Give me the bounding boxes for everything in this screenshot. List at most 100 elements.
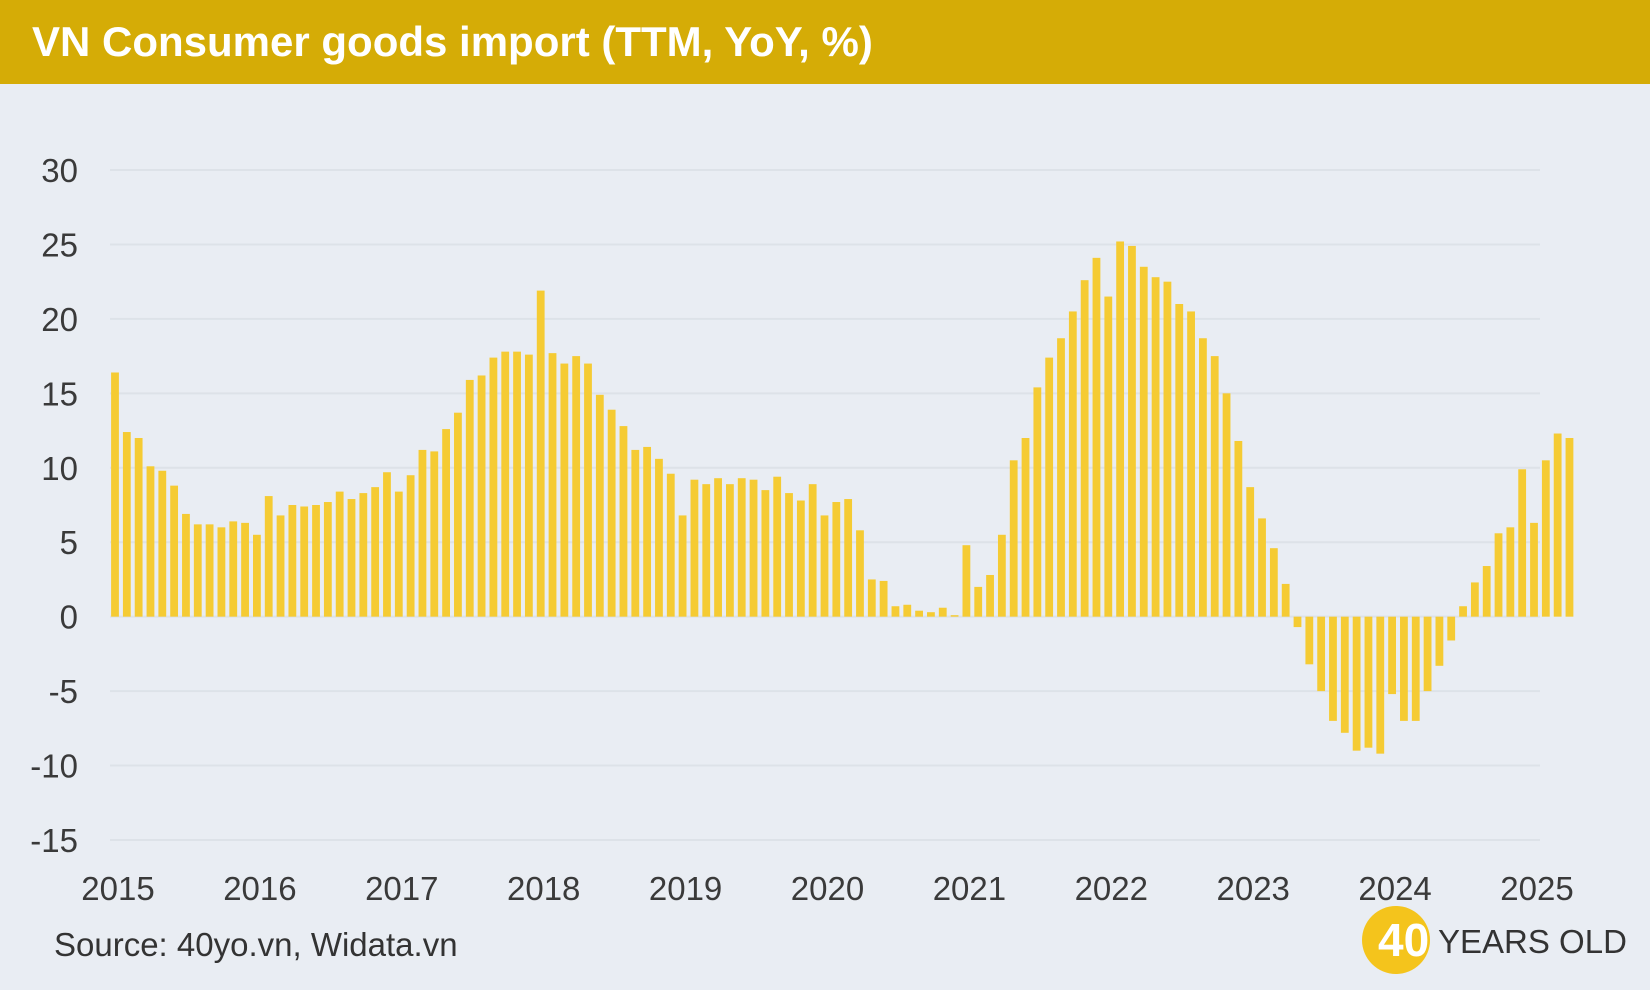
bar — [832, 502, 841, 617]
bar — [761, 490, 770, 617]
bar — [1234, 440, 1243, 617]
bar — [1068, 311, 1077, 617]
y-tick-label: 10 — [41, 450, 78, 487]
bar — [879, 580, 888, 617]
bar — [1553, 433, 1562, 617]
bar — [714, 478, 722, 617]
bar — [1199, 338, 1207, 617]
bar — [524, 354, 533, 617]
title-bar: VN Consumer goods import (TTM, YoY, %) — [0, 0, 1650, 84]
x-tick-label: 2020 — [791, 870, 864, 907]
bar — [1506, 527, 1515, 617]
bar — [1116, 241, 1125, 617]
bar — [111, 372, 119, 617]
y-tick-label: 25 — [41, 226, 78, 263]
y-tick-label: -10 — [30, 748, 78, 785]
bar — [1210, 356, 1219, 617]
bar — [536, 290, 545, 617]
bar — [1281, 583, 1290, 617]
bar — [430, 451, 439, 617]
bar — [1565, 438, 1574, 617]
bar — [1388, 616, 1396, 695]
bar — [1518, 469, 1527, 617]
bar — [1541, 460, 1550, 617]
bar — [182, 513, 190, 617]
bar — [418, 449, 427, 617]
bar — [1009, 460, 1018, 617]
bar — [489, 357, 498, 617]
bar — [950, 615, 959, 617]
y-tick-label: 20 — [41, 301, 78, 338]
bar — [1530, 522, 1538, 617]
bar — [690, 479, 699, 617]
bar — [1104, 296, 1113, 617]
bar — [276, 515, 285, 617]
bar — [454, 412, 462, 617]
logo-number: 40 — [1378, 914, 1430, 966]
y-tick-label: 5 — [60, 524, 78, 561]
bar — [217, 527, 226, 617]
bar — [584, 363, 592, 617]
bar — [264, 496, 273, 617]
bar — [938, 607, 947, 617]
bar — [323, 502, 332, 617]
bar — [737, 478, 746, 617]
bar — [229, 521, 238, 617]
bar — [1305, 616, 1314, 665]
x-tick-label: 2017 — [365, 870, 438, 907]
bar — [903, 604, 912, 617]
bar — [773, 476, 782, 617]
bar — [1340, 616, 1349, 733]
bar — [1411, 616, 1420, 721]
bar — [749, 479, 758, 617]
bar — [808, 484, 817, 617]
bar — [1376, 616, 1385, 754]
bar — [726, 484, 734, 617]
x-tick-label: 2024 — [1358, 870, 1431, 907]
bar — [1080, 280, 1089, 617]
bar — [442, 429, 450, 617]
bar — [501, 351, 510, 617]
bar — [134, 438, 143, 617]
bar — [513, 351, 521, 617]
x-tick-label: 2018 — [507, 870, 580, 907]
bar — [1246, 487, 1255, 617]
bar — [1139, 266, 1148, 617]
bar — [1269, 548, 1278, 617]
bar — [1400, 616, 1408, 721]
y-tick-label: 30 — [41, 152, 78, 189]
bar — [962, 545, 971, 617]
bar — [1364, 616, 1373, 748]
bar — [241, 522, 249, 617]
bar — [560, 363, 569, 617]
bar — [300, 506, 309, 617]
bar — [702, 484, 711, 617]
bar — [1187, 311, 1195, 617]
bar — [1317, 616, 1326, 692]
bar — [146, 466, 155, 617]
bar — [631, 449, 640, 617]
bar — [253, 534, 261, 617]
bar — [312, 505, 320, 617]
bar — [1494, 533, 1503, 617]
bar — [1470, 582, 1479, 617]
bar — [1175, 304, 1184, 617]
brand-logo: 40 YEARS OLD — [1362, 904, 1642, 984]
bar — [867, 579, 876, 617]
bar — [785, 493, 793, 617]
bar — [170, 485, 179, 617]
y-axis-ticks: 30 25 20 15 10 5 0 -5 -10 -15 — [30, 152, 78, 859]
chart-title: VN Consumer goods import (TTM, YoY, %) — [32, 18, 873, 65]
bar — [655, 458, 663, 617]
bar — [1352, 616, 1361, 751]
bar — [158, 470, 167, 617]
source-note: Source: 40yo.vn, Widata.vn — [54, 926, 458, 963]
x-tick-label: 2015 — [81, 870, 154, 907]
bar — [1021, 438, 1030, 617]
bar — [1033, 387, 1042, 617]
bar — [383, 472, 391, 617]
bar — [1258, 518, 1266, 617]
bar — [607, 409, 616, 617]
logo-circle-icon — [1362, 906, 1430, 974]
